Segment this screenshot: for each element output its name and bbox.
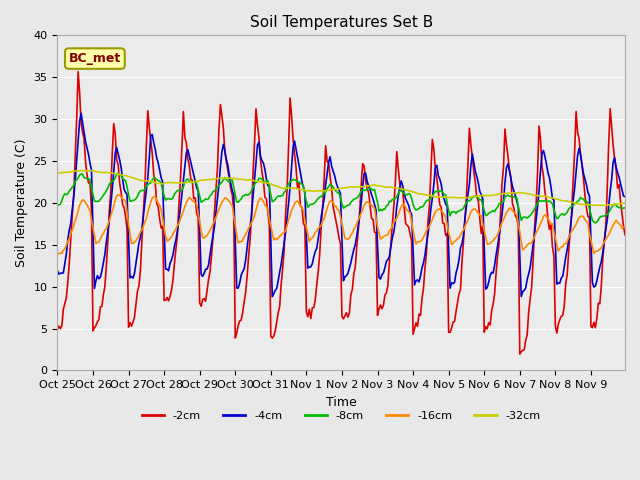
Line: -4cm: -4cm — [58, 113, 625, 297]
-4cm — [54, 268, 61, 274]
-16cm — [73, 214, 81, 219]
-8cm — [591, 220, 599, 226]
-4cm — [73, 158, 81, 164]
-32cm — [460, 195, 467, 201]
-8cm — [115, 170, 122, 176]
Line: -2cm: -2cm — [58, 72, 625, 354]
-32cm — [92, 168, 100, 174]
-8cm — [460, 205, 467, 211]
Text: BC_met: BC_met — [68, 52, 121, 65]
-2cm — [92, 323, 100, 328]
-32cm — [620, 200, 627, 206]
-32cm — [347, 184, 355, 190]
-16cm — [54, 251, 61, 257]
-16cm — [621, 224, 629, 229]
-4cm — [621, 194, 629, 200]
-8cm — [347, 200, 355, 205]
Title: Soil Temperatures Set B: Soil Temperatures Set B — [250, 15, 433, 30]
-32cm — [621, 200, 629, 206]
-2cm — [347, 292, 355, 298]
-4cm — [77, 110, 85, 116]
-4cm — [620, 193, 627, 199]
-32cm — [54, 170, 61, 176]
-32cm — [544, 194, 552, 200]
-2cm — [54, 326, 61, 332]
-8cm — [621, 205, 629, 211]
-4cm — [348, 253, 356, 259]
-2cm — [74, 69, 82, 74]
-32cm — [88, 168, 95, 173]
-16cm — [115, 192, 122, 198]
-16cm — [347, 232, 355, 238]
Legend: -2cm, -4cm, -8cm, -16cm, -32cm: -2cm, -4cm, -8cm, -16cm, -32cm — [138, 406, 545, 425]
-2cm — [516, 351, 524, 357]
Line: -16cm: -16cm — [58, 195, 625, 254]
X-axis label: Time: Time — [326, 396, 356, 408]
-2cm — [545, 227, 553, 232]
-8cm — [54, 202, 61, 207]
-4cm — [545, 175, 553, 180]
-16cm — [544, 216, 552, 221]
Y-axis label: Soil Temperature (C): Soil Temperature (C) — [15, 139, 28, 267]
-32cm — [593, 203, 601, 208]
Line: -8cm: -8cm — [58, 173, 625, 223]
-16cm — [618, 226, 626, 231]
-32cm — [73, 168, 81, 174]
-2cm — [460, 239, 467, 244]
-4cm — [92, 278, 100, 284]
-8cm — [91, 198, 99, 204]
-8cm — [544, 199, 552, 204]
Line: -32cm: -32cm — [58, 170, 625, 205]
-4cm — [268, 294, 276, 300]
-2cm — [621, 232, 629, 238]
-4cm — [461, 216, 468, 221]
-16cm — [460, 227, 467, 233]
-2cm — [73, 116, 81, 121]
-8cm — [73, 177, 81, 183]
-8cm — [620, 205, 627, 211]
-2cm — [620, 224, 627, 229]
-16cm — [91, 233, 99, 239]
